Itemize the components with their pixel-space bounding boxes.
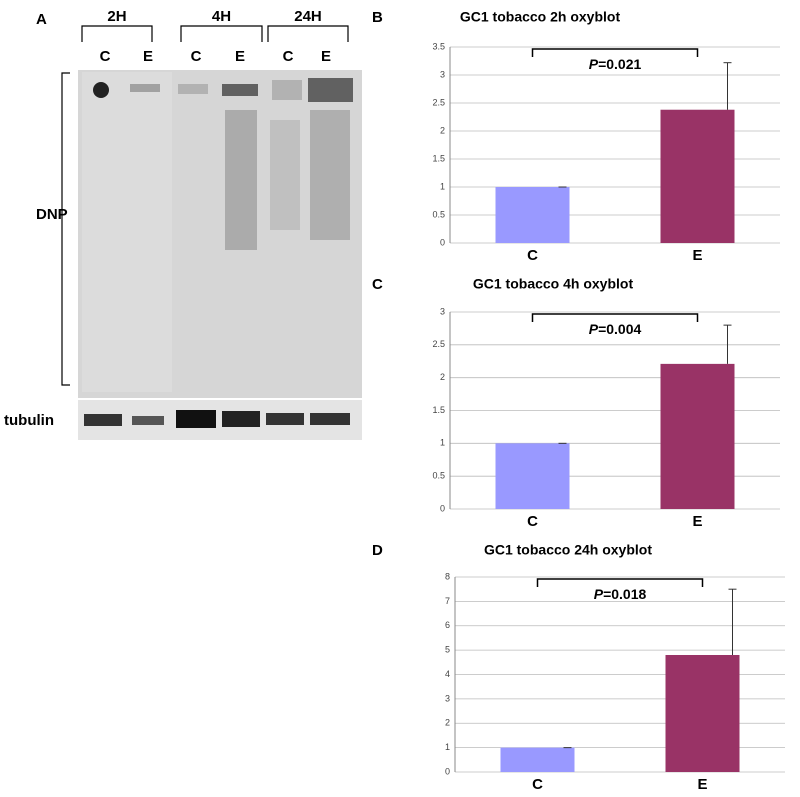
bar (660, 363, 735, 509)
bar (495, 443, 570, 509)
y-tick-label: 2.5 (432, 339, 445, 349)
p-text: =0.021 (598, 56, 641, 72)
y-tick-label: 0.5 (432, 209, 445, 219)
p-text: =0.004 (598, 321, 641, 337)
x-tick-label: E (692, 513, 702, 530)
lane-label: E (235, 48, 245, 65)
y-tick-label: 3 (440, 69, 445, 79)
p-value: P=0.018 (594, 586, 647, 602)
y-tick-label: 2 (445, 718, 450, 728)
p-symbol: P (589, 321, 599, 337)
y-tick-label: 1 (440, 181, 445, 191)
y-tick-label: 0 (440, 237, 445, 247)
y-tick-label: 1.5 (432, 405, 445, 415)
x-tick-label: E (697, 776, 707, 793)
p-text: =0.018 (603, 586, 646, 602)
y-tick-label: 8 (445, 571, 450, 581)
significance-bracket (531, 48, 699, 57)
time-label: 2H (107, 8, 126, 25)
y-tick-label: 1 (445, 742, 450, 752)
panel-label: C (372, 276, 383, 293)
p-value: P=0.004 (589, 321, 642, 337)
y-tick-label: 4 (445, 669, 450, 679)
y-tick-label: 7 (445, 596, 450, 606)
lane-label: C (100, 48, 111, 65)
group-bracket (180, 25, 263, 42)
group-bracket (267, 25, 349, 42)
lane-label: C (283, 48, 294, 65)
y-tick-label: 2.5 (432, 97, 445, 107)
panel-label: D (372, 542, 383, 559)
x-tick-label: C (532, 776, 543, 793)
y-tick-label: 3 (440, 306, 445, 316)
significance-bracket (536, 578, 704, 587)
p-symbol: P (589, 56, 599, 72)
y-tick-label: 1 (440, 438, 445, 448)
lane-label: E (321, 48, 331, 65)
significance-bracket (531, 313, 699, 322)
y-tick-label: 3 (445, 693, 450, 703)
bar (660, 109, 735, 243)
lane-label: E (143, 48, 153, 65)
y-tick-label: 3.5 (432, 41, 445, 51)
y-tick-label: 6 (445, 620, 450, 630)
chart-title: GC1 tobacco 4h oxyblot (473, 276, 634, 292)
y-tick-label: 0.5 (432, 471, 445, 481)
x-tick-label: C (527, 247, 538, 264)
lane-label: C (191, 48, 202, 65)
blot-label: tubulin (4, 412, 54, 429)
panel-label: B (372, 9, 383, 26)
bar (665, 655, 740, 772)
y-tick-label: 2 (440, 372, 445, 382)
y-tick-label: 0 (445, 766, 450, 776)
panel-label: A (36, 11, 47, 28)
p-symbol: P (594, 586, 604, 602)
group-bracket (81, 25, 153, 42)
chart-title: GC1 tobacco 2h oxyblot (460, 9, 621, 25)
bar (495, 187, 570, 243)
time-label: 4H (212, 8, 231, 25)
y-tick-label: 2 (440, 125, 445, 135)
blot-label: DNP (36, 206, 68, 223)
y-tick-label: 1.5 (432, 153, 445, 163)
time-label: 24H (294, 8, 322, 25)
x-tick-label: E (692, 247, 702, 264)
y-tick-label: 5 (445, 645, 450, 655)
bar (500, 747, 575, 772)
y-tick-label: 0 (440, 503, 445, 513)
chart-title: GC1 tobacco 24h oxyblot (484, 542, 652, 558)
x-tick-label: C (527, 513, 538, 530)
p-value: P=0.021 (589, 56, 642, 72)
blot-image (61, 70, 362, 440)
